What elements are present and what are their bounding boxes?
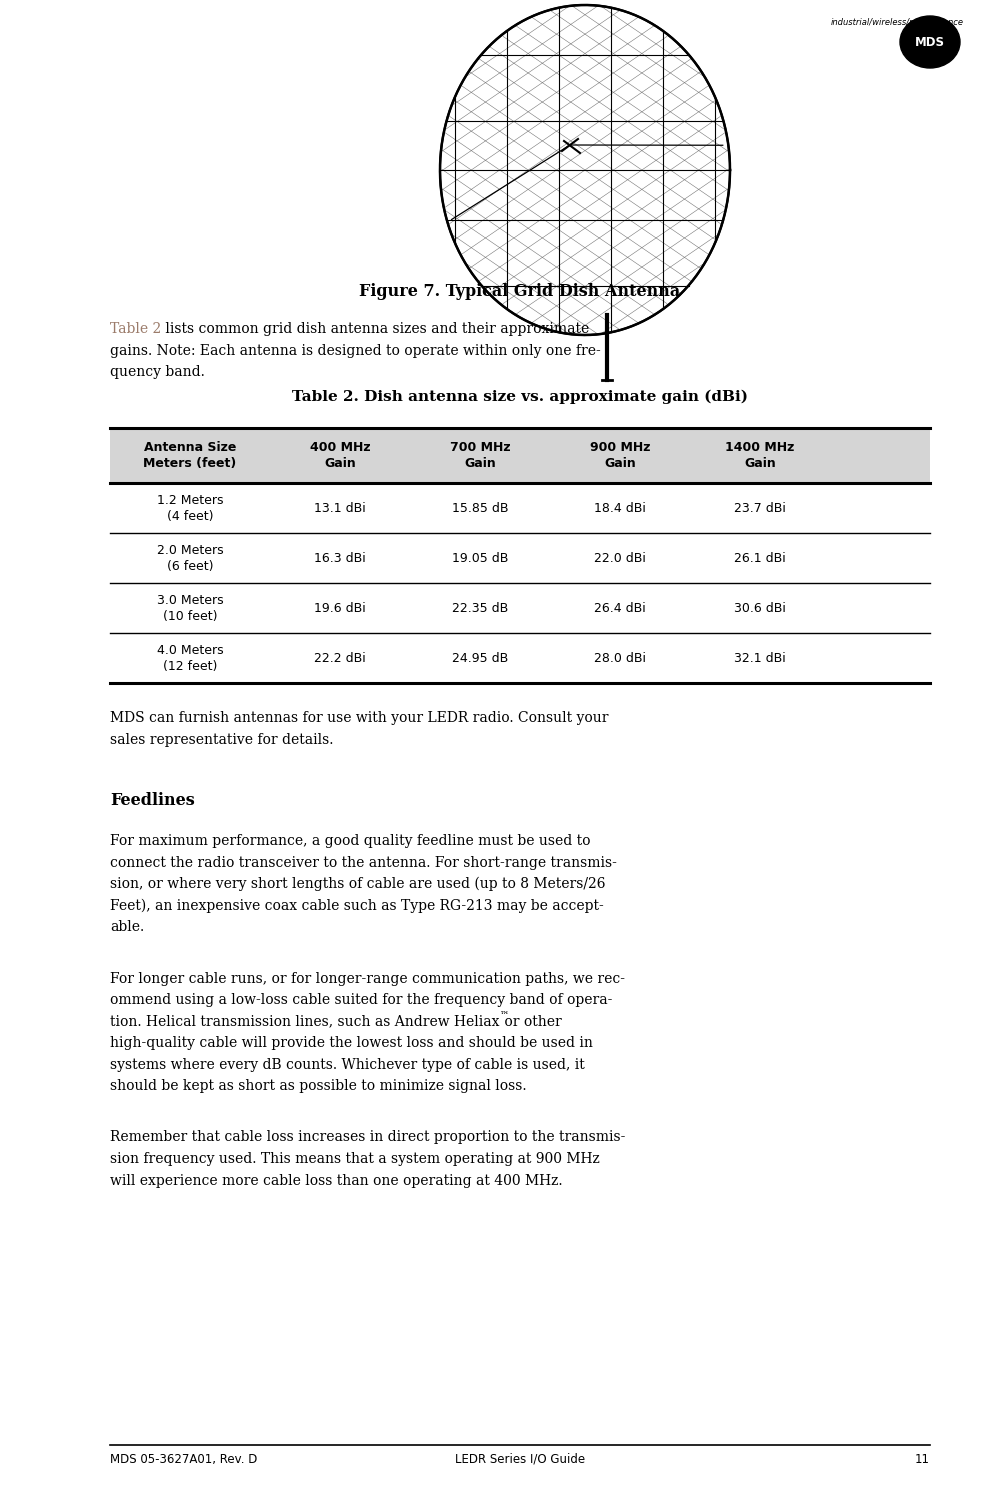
Text: 22.35 dB: 22.35 dB — [452, 602, 508, 614]
Text: gains. Note: Each antenna is designed to operate within only one fre-: gains. Note: Each antenna is designed to… — [110, 344, 601, 358]
Text: systems where every dB counts. Whichever type of cable is used, it: systems where every dB counts. Whichever… — [110, 1058, 584, 1071]
Text: or other: or other — [500, 1015, 562, 1028]
Text: ommend using a low-loss cable suited for the frequency band of opera-: ommend using a low-loss cable suited for… — [110, 992, 613, 1007]
Text: industrial/wireless/performance: industrial/wireless/performance — [831, 18, 964, 27]
Text: Table 2. Dish antenna size vs. approximate gain (dBi): Table 2. Dish antenna size vs. approxima… — [292, 390, 748, 404]
Text: Remember that cable loss increases in direct proportion to the transmis-: Remember that cable loss increases in di… — [110, 1131, 626, 1144]
Text: 16.3 dBi: 16.3 dBi — [314, 551, 366, 565]
Text: 30.6 dBi: 30.6 dBi — [735, 602, 786, 614]
Text: 1400 MHz
Gain: 1400 MHz Gain — [726, 441, 794, 469]
Text: 32.1 dBi: 32.1 dBi — [735, 651, 786, 665]
Text: should be kept as short as possible to minimize signal loss.: should be kept as short as possible to m… — [110, 1079, 526, 1094]
Text: 11: 11 — [915, 1453, 930, 1466]
Text: Figure 7. Typical Grid Dish Antenna: Figure 7. Typical Grid Dish Antenna — [359, 283, 681, 299]
Text: 22.0 dBi: 22.0 dBi — [594, 551, 646, 565]
Ellipse shape — [900, 16, 960, 69]
Text: 15.85 dB: 15.85 dB — [452, 502, 509, 514]
Text: 26.4 dBi: 26.4 dBi — [594, 602, 646, 614]
FancyBboxPatch shape — [110, 428, 930, 483]
Text: For maximum performance, a good quality feedline must be used to: For maximum performance, a good quality … — [110, 834, 590, 848]
Text: 900 MHz
Gain: 900 MHz Gain — [590, 441, 650, 469]
Text: MDS can furnish antennas for use with your LEDR radio. Consult your: MDS can furnish antennas for use with yo… — [110, 711, 609, 726]
Text: Table 2: Table 2 — [110, 322, 161, 337]
Text: LEDR Series I/O Guide: LEDR Series I/O Guide — [455, 1453, 585, 1466]
Text: sion, or where very short lengths of cable are used (up to 8 Meters/26: sion, or where very short lengths of cab… — [110, 878, 606, 891]
Text: 13.1 dBi: 13.1 dBi — [314, 502, 366, 514]
Text: Antenna Size
Meters (feet): Antenna Size Meters (feet) — [143, 441, 237, 469]
Text: 26.1 dBi: 26.1 dBi — [735, 551, 786, 565]
Text: 4.0 Meters
(12 feet): 4.0 Meters (12 feet) — [157, 644, 223, 672]
Text: MDS: MDS — [915, 36, 945, 49]
Text: connect the radio transceiver to the antenna. For short-range transmis-: connect the radio transceiver to the ant… — [110, 855, 617, 870]
Text: 23.7 dBi: 23.7 dBi — [735, 502, 786, 514]
Text: lists common grid dish antenna sizes and their approximate: lists common grid dish antenna sizes and… — [161, 322, 589, 337]
Text: 400 MHz
Gain: 400 MHz Gain — [309, 441, 370, 469]
Text: able.: able. — [110, 919, 144, 934]
Text: 19.05 dB: 19.05 dB — [452, 551, 509, 565]
Text: 28.0 dBi: 28.0 dBi — [594, 651, 646, 665]
Text: tion. Helical transmission lines, such as Andrew Heliax: tion. Helical transmission lines, such a… — [110, 1015, 500, 1028]
Text: 22.2 dBi: 22.2 dBi — [314, 651, 366, 665]
Text: For longer cable runs, or for longer-range communication paths, we rec-: For longer cable runs, or for longer-ran… — [110, 971, 625, 985]
Text: sion frequency used. This means that a system operating at 900 MHz: sion frequency used. This means that a s… — [110, 1152, 600, 1167]
Text: Feet), an inexpensive coax cable such as Type RG-213 may be accept-: Feet), an inexpensive coax cable such as… — [110, 898, 604, 913]
Text: Feedlines: Feedlines — [110, 793, 194, 809]
Text: 700 MHz
Gain: 700 MHz Gain — [450, 441, 511, 469]
Text: high-quality cable will provide the lowest loss and should be used in: high-quality cable will provide the lowe… — [110, 1036, 593, 1050]
Text: will experience more cable loss than one operating at 400 MHz.: will experience more cable loss than one… — [110, 1174, 563, 1188]
Text: 3.0 Meters
(10 feet): 3.0 Meters (10 feet) — [157, 593, 223, 623]
Text: 18.4 dBi: 18.4 dBi — [594, 502, 646, 514]
Text: 19.6 dBi: 19.6 dBi — [314, 602, 366, 614]
Text: sales representative for details.: sales representative for details. — [110, 733, 334, 746]
Text: MDS 05-3627A01, Rev. D: MDS 05-3627A01, Rev. D — [110, 1453, 257, 1466]
Text: ™: ™ — [500, 1010, 509, 1019]
Text: quency band.: quency band. — [110, 365, 205, 378]
Text: 24.95 dB: 24.95 dB — [452, 651, 508, 665]
Text: 2.0 Meters
(6 feet): 2.0 Meters (6 feet) — [157, 544, 223, 572]
Text: 1.2 Meters
(4 feet): 1.2 Meters (4 feet) — [157, 493, 223, 523]
Ellipse shape — [440, 4, 730, 335]
